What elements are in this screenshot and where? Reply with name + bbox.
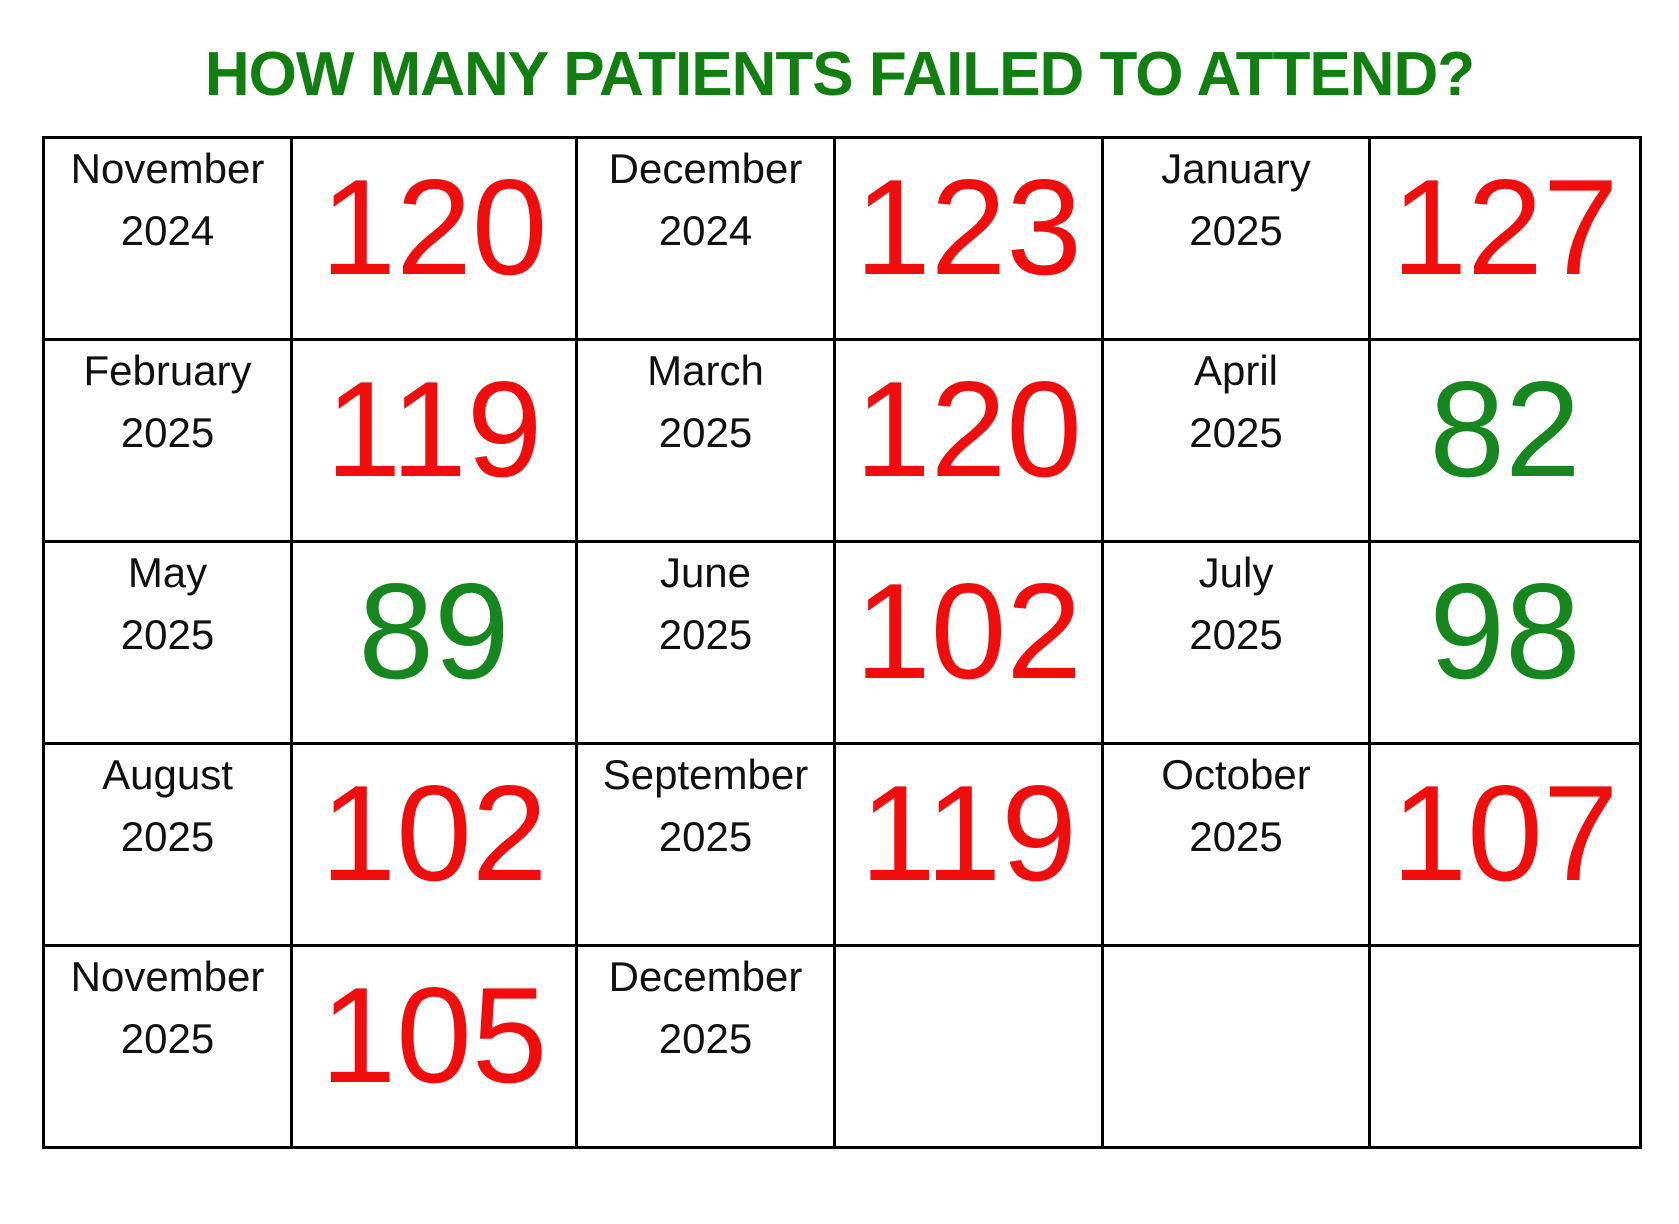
value-text: 119 (325, 353, 543, 506)
month-cell-december-2024: December 2024 (575, 136, 836, 342)
month-cell-november-2024: November 2024 (42, 136, 293, 342)
month-cell-february-2025: February 2025 (42, 338, 293, 544)
value-cell: 127 (1368, 136, 1642, 342)
month-name: March (647, 347, 764, 395)
page-title: HOW MANY PATIENTS FAILED TO ATTEND? (204, 40, 1475, 109)
table-row: November 2024 120 December 2024 123 Janu… (42, 136, 1642, 342)
table-row: August 2025 102 September 2025 119 Octob… (42, 742, 1642, 948)
empty-cell (1101, 944, 1371, 1150)
value-cell: 105 (290, 944, 578, 1150)
month-name: February (83, 347, 252, 395)
month-cell-september-2025: September 2025 (575, 742, 836, 948)
value-cell: 102 (833, 540, 1104, 746)
month-year: 2025 (1189, 813, 1283, 861)
table-row: November 2025 105 December 2025 (42, 944, 1642, 1150)
value-cell: 123 (833, 136, 1104, 342)
month-year: 2024 (120, 207, 215, 255)
value-text: 127 (1391, 151, 1619, 304)
value-text: 89 (358, 555, 510, 708)
value-cell: 119 (290, 338, 578, 544)
month-name: June (659, 549, 752, 597)
month-cell-june-2025: June 2025 (575, 540, 836, 746)
value-cell: 82 (1368, 338, 1642, 544)
month-name: August (102, 751, 233, 799)
month-cell-april-2025: April 2025 (1101, 338, 1371, 544)
value-cell: 89 (290, 540, 578, 746)
month-cell-march-2025: March 2025 (575, 338, 836, 544)
value-text: 105 (320, 959, 548, 1112)
value-text: 107 (1391, 757, 1619, 910)
month-name: December (608, 145, 803, 193)
month-year: 2024 (658, 207, 753, 255)
value-cell: 119 (833, 742, 1104, 948)
value-text: 119 (860, 757, 1077, 910)
value-cell: 120 (290, 136, 578, 342)
value-cell: 98 (1368, 540, 1642, 746)
table-row: February 2025 119 March 2025 120 April 2… (42, 338, 1642, 544)
value-text: 120 (320, 151, 548, 304)
month-cell-july-2025: July 2025 (1101, 540, 1371, 746)
month-name: September (602, 751, 809, 799)
month-name: November (70, 145, 265, 193)
month-year: 2025 (120, 611, 215, 659)
month-year: 2025 (658, 813, 753, 861)
month-year: 2025 (120, 1015, 215, 1063)
month-year: 2025 (1189, 207, 1283, 255)
month-name: December (608, 953, 803, 1001)
month-name: January (1161, 145, 1311, 193)
table-row: May 2025 89 June 2025 102 July 2025 98 (42, 540, 1642, 746)
month-cell-december-2025: December 2025 (575, 944, 836, 1150)
value-cell: 102 (290, 742, 578, 948)
month-year: 2025 (120, 409, 215, 457)
month-cell-october-2025: October 2025 (1101, 742, 1371, 948)
month-name: April (1193, 347, 1279, 395)
month-year: 2025 (658, 611, 753, 659)
month-year: 2025 (658, 409, 753, 457)
month-year: 2025 (1189, 611, 1283, 659)
month-year: 2025 (120, 813, 215, 861)
month-cell-january-2025: January 2025 (1101, 136, 1371, 342)
month-year: 2025 (658, 1015, 753, 1063)
month-name: May (127, 549, 208, 597)
month-year: 2025 (1189, 409, 1283, 457)
empty-cell (833, 944, 1104, 1150)
value-text: 82 (1429, 353, 1581, 506)
value-text: 120 (855, 353, 1082, 506)
month-cell-may-2025: May 2025 (42, 540, 293, 746)
month-name: October (1161, 751, 1311, 799)
month-cell-november-2025: November 2025 (42, 944, 293, 1150)
attendance-table: November 2024 120 December 2024 123 Janu… (42, 136, 1642, 1150)
value-text: 123 (855, 151, 1082, 304)
month-cell-august-2025: August 2025 (42, 742, 293, 948)
value-text: 102 (320, 757, 548, 910)
empty-cell (1368, 944, 1642, 1150)
value-text: 102 (855, 555, 1082, 708)
month-name: November (70, 953, 265, 1001)
value-cell: 120 (833, 338, 1104, 544)
month-name: July (1198, 549, 1274, 597)
value-cell: 107 (1368, 742, 1642, 948)
value-text: 98 (1429, 555, 1581, 708)
